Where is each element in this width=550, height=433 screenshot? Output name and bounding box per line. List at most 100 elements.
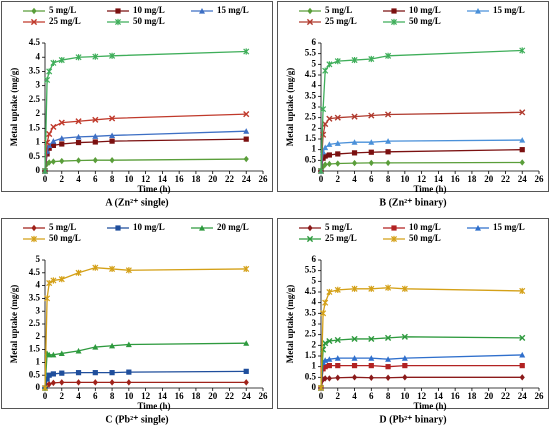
marker bbox=[75, 157, 82, 164]
y-tick-label: 4.5 bbox=[305, 69, 317, 79]
x-tick-label: 16 bbox=[451, 174, 461, 184]
marker bbox=[351, 150, 358, 156]
y-axis-label: Metal uptake (mg/g) bbox=[9, 285, 19, 364]
y-tick-label: 5 bbox=[36, 254, 41, 264]
y-tick-label: 2.5 bbox=[29, 318, 41, 328]
legend-label: 5 mg/L bbox=[325, 5, 352, 15]
y-tick-label: 1.5 bbox=[305, 133, 317, 143]
marker bbox=[92, 264, 99, 271]
marker bbox=[385, 356, 392, 362]
legend-marker bbox=[391, 8, 397, 14]
x-tick-label: 4 bbox=[76, 174, 81, 184]
marker bbox=[50, 158, 56, 165]
marker bbox=[75, 118, 82, 125]
marker bbox=[385, 149, 391, 155]
x-tick-label: 20 bbox=[484, 391, 494, 401]
y-tick-label: 5.5 bbox=[305, 265, 317, 275]
panel-border bbox=[277, 1, 549, 192]
marker bbox=[385, 138, 392, 144]
marker bbox=[50, 138, 57, 144]
marker bbox=[326, 141, 333, 147]
marker bbox=[126, 379, 132, 386]
marker bbox=[326, 61, 333, 68]
marker bbox=[401, 333, 408, 340]
x-tick-label: 10 bbox=[400, 174, 410, 184]
y-tick-label: 3 bbox=[36, 80, 41, 90]
y-tick-label: 5 bbox=[312, 275, 317, 285]
marker bbox=[334, 336, 341, 344]
x-tick-label: 14 bbox=[158, 391, 168, 401]
y-tick-label: 0 bbox=[36, 165, 41, 175]
marker bbox=[46, 145, 52, 151]
legend-marker bbox=[115, 8, 121, 14]
marker bbox=[75, 370, 82, 376]
marker bbox=[243, 111, 250, 118]
marker bbox=[58, 135, 65, 141]
marker bbox=[368, 363, 374, 369]
x-tick-label: 22 bbox=[501, 174, 511, 184]
marker bbox=[519, 137, 526, 143]
marker bbox=[46, 351, 53, 358]
marker bbox=[243, 265, 250, 273]
marker bbox=[50, 379, 56, 387]
marker bbox=[320, 106, 327, 113]
y-tick-label: 1 bbox=[36, 137, 41, 147]
legend-marker bbox=[199, 8, 205, 14]
marker bbox=[58, 276, 65, 283]
marker bbox=[519, 109, 526, 116]
marker bbox=[41, 167, 49, 175]
marker bbox=[59, 141, 65, 147]
y-tick-label: 3.5 bbox=[29, 292, 41, 302]
legend-marker bbox=[30, 235, 38, 243]
y-tick-label: 1 bbox=[312, 144, 317, 154]
marker bbox=[351, 159, 358, 167]
series-line bbox=[44, 370, 247, 389]
marker bbox=[109, 379, 115, 386]
marker bbox=[368, 55, 375, 63]
marker bbox=[50, 123, 57, 131]
marker bbox=[384, 111, 392, 118]
y-tick-label: 1.5 bbox=[305, 350, 317, 360]
marker bbox=[92, 156, 98, 164]
y-tick-label: 3 bbox=[36, 305, 41, 315]
marker bbox=[368, 159, 374, 167]
marker bbox=[320, 310, 327, 317]
marker bbox=[92, 116, 99, 123]
x-tick-label: 18 bbox=[191, 391, 201, 401]
y-tick-label: 2 bbox=[312, 122, 317, 132]
y-tick-label: 4.5 bbox=[29, 37, 41, 47]
marker bbox=[92, 139, 98, 145]
marker bbox=[335, 151, 341, 157]
legend-marker bbox=[307, 7, 313, 15]
x-tick-label: 26 bbox=[259, 391, 269, 401]
y-tick-label: 0 bbox=[312, 165, 317, 175]
series-line bbox=[320, 354, 523, 389]
marker bbox=[50, 142, 56, 148]
marker bbox=[519, 47, 526, 54]
y-axis-label: Metal uptake (mg/g) bbox=[9, 68, 19, 147]
x-tick-label: 22 bbox=[225, 174, 235, 184]
x-tick-label: 22 bbox=[225, 391, 235, 401]
x-axis-label: Time (h) bbox=[413, 184, 446, 194]
y-tick-label: 4.5 bbox=[29, 267, 41, 277]
marker bbox=[109, 265, 116, 273]
x-tick-label: 16 bbox=[175, 391, 185, 401]
marker bbox=[322, 153, 328, 159]
marker bbox=[351, 56, 358, 64]
marker bbox=[109, 132, 116, 139]
marker bbox=[322, 375, 328, 382]
x-tick-label: 8 bbox=[386, 391, 391, 401]
chart-panel: 5 mg/L 10 mg/L 15 mg/L 25 mg/L 50 mg/L 0 0.5 1 1… bbox=[1, 1, 273, 208]
series-line bbox=[44, 50, 247, 172]
marker bbox=[320, 376, 326, 383]
series-line bbox=[320, 336, 523, 389]
x-tick-label: 14 bbox=[158, 174, 168, 184]
marker bbox=[50, 351, 57, 358]
marker bbox=[243, 379, 249, 386]
marker bbox=[243, 368, 249, 374]
legend-label: 15 mg/L bbox=[217, 5, 249, 15]
marker bbox=[519, 147, 525, 153]
marker bbox=[243, 128, 250, 134]
marker bbox=[46, 130, 53, 138]
marker bbox=[351, 113, 358, 120]
